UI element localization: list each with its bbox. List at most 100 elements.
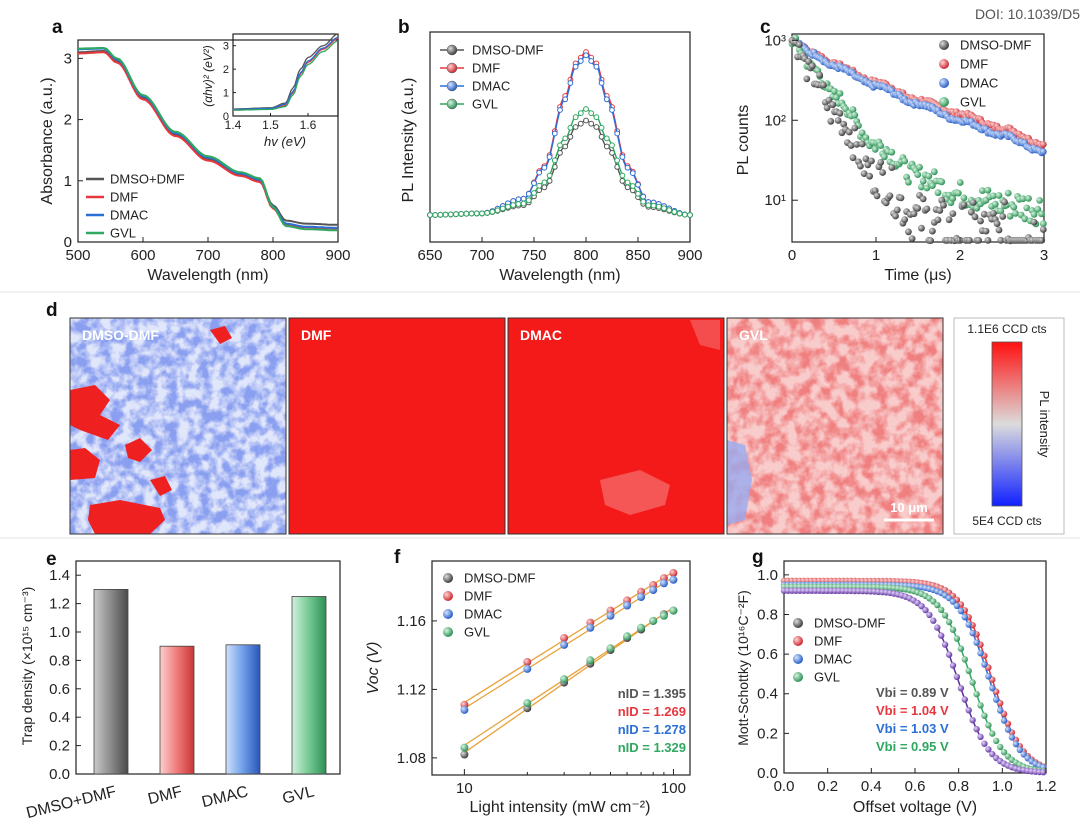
trpl-point-0 (851, 124, 859, 132)
trpl-point-0 (862, 155, 870, 163)
trpl-point-0 (1001, 198, 1008, 206)
trpl-point-0 (888, 164, 896, 172)
vbi-annotation-1: Vbi = 1.04 V (876, 703, 949, 718)
pl-point-0 (583, 117, 589, 124)
trpl-point-3 (929, 182, 936, 190)
axes-frame-b (429, 31, 691, 243)
trpl-point-3 (919, 177, 927, 185)
ms-point-3 (993, 737, 1000, 745)
bar-category-label-0: DMSO+DMF (25, 783, 119, 822)
pl-point-2 (619, 154, 626, 160)
trpl-point-0 (966, 236, 973, 244)
trpl-point-0 (877, 159, 885, 166)
ytick-label-f-1.16: 1.16 (397, 613, 426, 630)
xtick-label-a-900: 900 (325, 247, 350, 264)
legend-g: DMSO-DMF DMF DMAC GVL (793, 616, 886, 685)
voc-point-2 (659, 579, 668, 588)
pl-point-2 (572, 63, 579, 70)
ms-point-0 (981, 740, 988, 747)
panel-label-f: f (394, 547, 401, 568)
inset-ticks: 1.4 1.5 1.6 0 1 2 3 (223, 41, 317, 132)
legend-b-marker-3 (446, 98, 458, 110)
bar-category-label-1: DMF (146, 783, 184, 808)
trpl-point-3 (1019, 195, 1027, 203)
ytick-label-g-1.0: 1.0 (757, 567, 778, 584)
ms-point-0 (989, 750, 996, 758)
legend-b-label-0: DMSO-DMF (472, 43, 544, 58)
trpl-point-3 (881, 153, 888, 161)
pl-point-0 (541, 184, 548, 191)
trpl-point-3 (836, 90, 844, 97)
pl-point-3 (577, 110, 584, 116)
trpl-point-0 (919, 195, 927, 203)
ytick-label-e-1.2: 1.2 (49, 596, 70, 613)
voc-point-1 (560, 634, 569, 642)
inset-xtick-label-1.5: 1.5 (262, 118, 279, 132)
vbi-annotation-3: Vbi = 0.95 V (876, 739, 949, 754)
trpl-point-0 (892, 212, 899, 220)
legend-c-label-0: DMSO-DMF (960, 38, 1032, 53)
xtick-label-b-900: 900 (677, 247, 702, 264)
voc-point-3 (606, 644, 615, 653)
trpl-point-0 (820, 81, 827, 89)
pl-point-0 (562, 143, 569, 150)
trpl-point-2 (1039, 148, 1047, 156)
pl-point-2 (541, 164, 548, 171)
trpl-point-0 (929, 227, 936, 235)
ytick-label-e-0.0: 0.0 (49, 766, 70, 783)
inset-ytick-label-0: 0 (223, 111, 229, 123)
pl-point-2 (557, 107, 563, 113)
ms-point-2 (1016, 746, 1023, 753)
ytick-label-e-0.6: 0.6 (49, 681, 70, 698)
pl-point-3 (557, 142, 563, 149)
pl-point-3 (432, 212, 439, 218)
ms-point-2 (1004, 726, 1012, 733)
trpl-point-3 (916, 163, 923, 171)
legend-b-marker-1 (446, 62, 458, 74)
legend-g-label-3: GVL (814, 670, 840, 685)
pl-point-3 (624, 179, 631, 186)
ytick-label-g-0.4: 0.4 (757, 686, 778, 703)
trpl-point-0 (840, 120, 848, 128)
trpl-point-3 (995, 192, 1003, 199)
inset-series-0 (233, 33, 339, 110)
pl-point-3 (437, 211, 444, 218)
pl-point-3 (572, 114, 579, 121)
xtick-label-g-0.4: 0.4 (861, 778, 882, 795)
ms-point-0 (930, 617, 937, 624)
trpl-point-0 (949, 210, 957, 218)
legend-b-marker-0 (446, 44, 458, 56)
voc-point-3 (623, 632, 632, 641)
legend-c-label-2: DMAC (960, 76, 998, 91)
voc-point-3 (560, 675, 569, 684)
trpl-point-0 (984, 236, 992, 244)
legend-f-label-1: DMF (464, 589, 492, 604)
pl-point-3 (687, 212, 693, 218)
trpl-point-3 (997, 207, 1005, 215)
trpl-point-0 (945, 216, 953, 224)
trpl-point-3 (1036, 197, 1043, 204)
trpl-point-0 (940, 201, 947, 209)
trpl-point-3 (1038, 210, 1045, 218)
ms-point-0 (945, 651, 953, 658)
trpl-point-3 (930, 168, 938, 176)
pl-map-gvl: GVL 10 μm (726, 317, 944, 535)
trpl-point-3 (934, 189, 942, 197)
trpl-point-3 (1004, 189, 1012, 197)
trpl-point-0 (893, 206, 901, 214)
bar-2 (225, 644, 261, 775)
ylabel-a: Absorbance (a.u.) (39, 77, 56, 204)
pl-point-3 (593, 114, 600, 121)
pl-point-2 (531, 180, 537, 187)
trpl-point-0 (905, 228, 912, 236)
legend-g-label-2: DMAC (814, 652, 852, 667)
vbi-annotation-2: Vbi = 1.03 V (876, 721, 949, 736)
vbi-annotations: Vbi = 0.89 V Vbi = 1.04 V Vbi = 1.03 V Vbi … (876, 685, 949, 754)
trpl-point-3 (956, 179, 964, 186)
pl-point-2 (593, 63, 600, 70)
inset-ytick-label-3: 3 (223, 41, 229, 53)
legend-a-label-2: DMAC (110, 208, 148, 223)
ylabel-b: PL Intensity (a.u.) (400, 78, 417, 203)
pl-point-2 (603, 96, 610, 103)
voc-point-1 (669, 569, 678, 577)
